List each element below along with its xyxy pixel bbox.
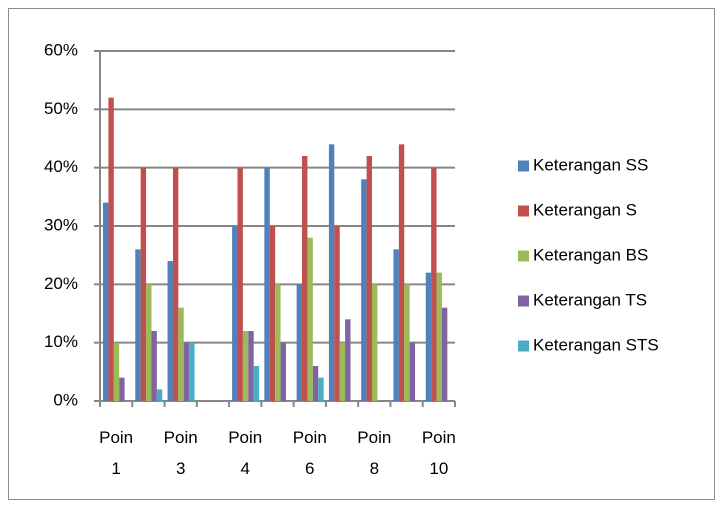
legend-swatch [518,295,529,307]
bar [328,144,335,402]
bar [296,284,303,401]
bar [404,284,410,401]
bar [269,226,276,401]
bar [232,226,238,401]
legend-swatch [518,340,529,352]
bar [371,284,378,401]
x-tick-label: Poin 8 [357,428,391,478]
legend-label: Keterangan TS [533,290,647,309]
bar [146,284,152,401]
bar [431,167,437,401]
bar [302,156,308,401]
bar [242,331,249,401]
bar [361,179,367,401]
y-tick-label: 40% [44,157,78,176]
bar [253,366,260,401]
bar [178,307,184,401]
y-tick-label: 20% [44,274,78,293]
bar [318,377,324,401]
y-tick-label: 10% [44,332,78,351]
x-tick-label: Poin 10 [422,428,456,478]
bar [334,226,340,401]
bar [151,331,157,401]
legend-swatch [518,205,529,217]
legend-label: Keterangan STS [533,335,659,354]
legend-swatch [518,160,529,172]
bar [280,342,286,401]
bar [108,97,114,402]
x-tick-label: Poin 3 [164,428,198,478]
legend-label: Keterangan S [533,200,637,219]
bar [345,319,351,401]
bar [189,342,195,401]
bar [398,144,405,402]
bar [339,342,346,401]
bar [140,167,147,401]
bar [366,156,372,401]
bar [436,272,442,401]
bar [119,377,125,401]
bar [135,249,141,401]
bar [409,342,416,401]
bar [312,366,319,401]
bar [307,237,313,401]
bar [248,331,254,401]
x-tick-label: Poin 6 [293,428,327,478]
bar [264,167,270,401]
y-tick-label: 50% [44,99,78,118]
y-tick-label: 0% [53,390,78,409]
bar [441,307,448,401]
legend-label: Keterangan BS [533,245,648,264]
bar [113,342,120,401]
legend-label: Keterangan SS [533,155,648,174]
bar [425,272,432,401]
y-tick-label: 30% [44,215,78,234]
bar [156,389,163,401]
bar [103,202,109,401]
y-tick-label: 60% [44,40,78,59]
bar [172,167,179,401]
bar [393,249,399,401]
bar [237,167,243,401]
bar [275,284,281,401]
x-tick-label: Poin 4 [228,428,262,478]
x-tick-label: Poin 1 [99,428,133,478]
bar [183,342,190,401]
legend-swatch [518,250,529,262]
bar [167,261,173,401]
